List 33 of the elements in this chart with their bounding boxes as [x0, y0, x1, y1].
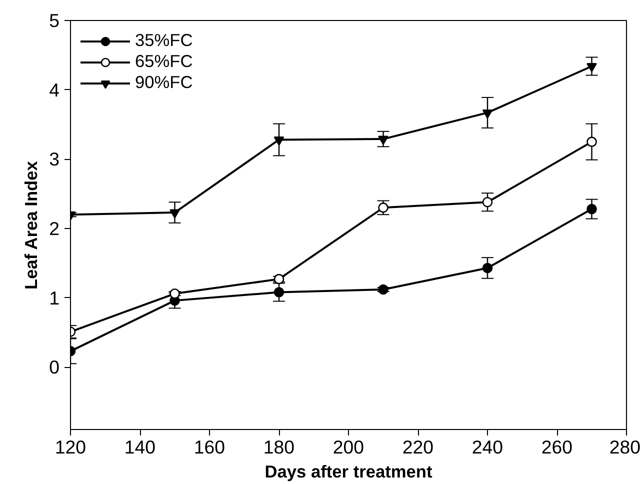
y-tick-label: 5	[49, 10, 60, 31]
x-tick-label: 280	[609, 436, 640, 458]
y-tick-label: 1	[49, 287, 60, 308]
legend-label: 35%FC	[135, 30, 193, 51]
x-tick-label: 160	[194, 436, 226, 458]
x-tick-label: 140	[124, 436, 156, 458]
x-tick-label: 240	[472, 436, 504, 458]
point	[378, 202, 388, 213]
point	[482, 262, 493, 274]
x-tick-label: 200	[332, 436, 364, 458]
point	[378, 284, 388, 295]
y-tick-label: 3	[49, 148, 60, 170]
x-tick-label: 120	[54, 436, 86, 458]
y-tick-label: 4	[49, 79, 60, 100]
point	[378, 136, 388, 145]
point	[274, 136, 284, 146]
point	[482, 196, 493, 208]
x-tick-label: 220	[402, 436, 434, 458]
y-axis-title: Leaf Area Index	[21, 160, 42, 290]
legend-label: 65%FC	[135, 51, 193, 72]
point	[586, 204, 597, 214]
legend-label: 90%FC	[135, 72, 193, 93]
y-tick-label: 0	[49, 356, 60, 378]
point	[586, 63, 597, 72]
point	[274, 287, 284, 298]
point	[586, 136, 597, 147]
point	[482, 109, 493, 119]
x-tick-label: 260	[541, 436, 573, 458]
x-axis-title: Days after treatment	[264, 462, 433, 482]
x-tick-label: 180	[263, 436, 295, 458]
point	[170, 288, 180, 299]
point	[170, 209, 180, 218]
y-tick-label: 2	[49, 218, 60, 239]
